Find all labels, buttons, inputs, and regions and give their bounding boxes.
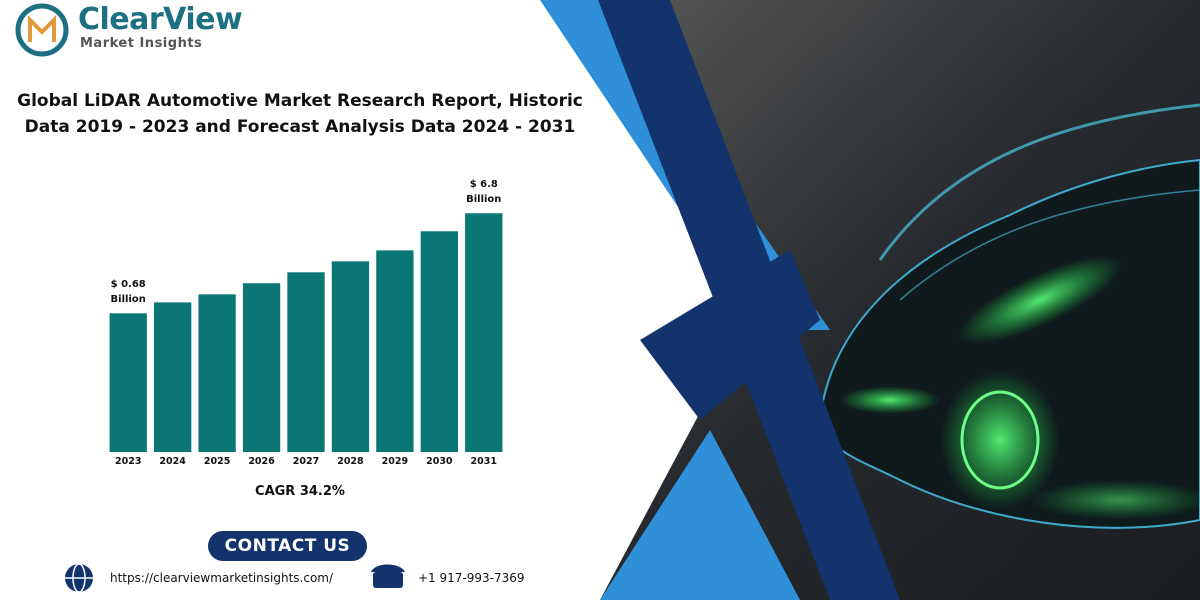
value-label: $ 0.68 Billion — [110, 279, 146, 306]
globe-icon — [65, 563, 93, 593]
value-label: $ 6.8 Billion — [466, 179, 502, 206]
contact-button[interactable]: CONTACT US — [208, 531, 367, 561]
bar — [376, 250, 414, 452]
website-url[interactable]: https://clearviewmarketinsights.com/ — [110, 571, 334, 585]
brand-tagline: Market Insights — [80, 36, 203, 51]
x-tick-label: 2029 — [381, 456, 409, 467]
x-tick-label: 2024 — [159, 456, 186, 467]
annotation: CAGR 34.2% — [255, 484, 345, 499]
bar — [242, 283, 281, 452]
bar — [154, 302, 192, 452]
car-illustration — [818, 103, 1200, 529]
bar — [109, 313, 147, 452]
chart-title: Global LiDAR Automotive Market Research … — [17, 91, 583, 137]
x-tick-label: 2030 — [426, 456, 453, 467]
bar — [198, 294, 236, 452]
bar-chart — [109, 213, 503, 452]
logo-mark — [15, 3, 69, 57]
x-tick-label: 2025 — [203, 456, 231, 467]
bar — [287, 272, 325, 452]
phone-icon — [371, 564, 405, 588]
bar — [465, 213, 503, 452]
navy-band — [640, 250, 820, 420]
brand-name: ClearView — [78, 2, 243, 37]
blue-band — [600, 430, 800, 600]
x-tick-label: 2026 — [248, 456, 275, 467]
x-tick-label: 2023 — [114, 456, 142, 467]
x-tick-label: 2028 — [337, 456, 364, 467]
x-tick-label: 2031 — [470, 456, 497, 467]
x-tick-label: 2027 — [292, 456, 320, 467]
phone-number: +1 917-993-7369 — [418, 571, 525, 585]
bar — [420, 231, 458, 452]
bar — [331, 261, 370, 452]
